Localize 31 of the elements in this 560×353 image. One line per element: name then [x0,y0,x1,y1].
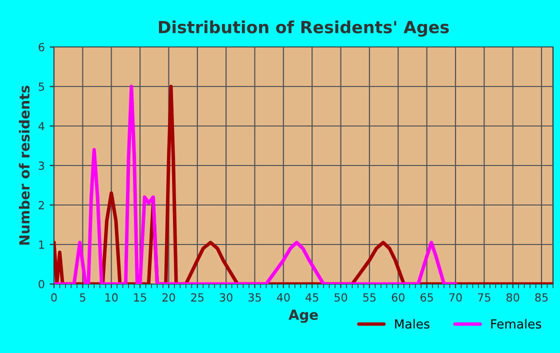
x-tick-label: 30 [220,293,232,302]
legend-label: Males [395,318,430,329]
x-tick-label: 25 [191,293,204,302]
x-tick-label: 75 [478,293,490,302]
y-tick-label: 2 [38,200,44,210]
x-tick-label: 60 [392,293,404,302]
x-tick-label: 45 [306,293,318,302]
x-tick-label: 55 [363,293,376,302]
x-tick-label: 70 [449,293,462,302]
x-tick-label: 80 [506,293,520,302]
x-axis-title: Age [288,310,318,323]
x-tick-label: 50 [334,293,348,302]
x-tick-label: 65 [420,293,433,302]
line-series [54,84,458,284]
chart-title: Distribution of Residents' Ages [158,20,449,37]
y-axis-title: Number of residents [18,86,30,245]
x-tick-label: 40 [276,293,290,302]
legend-label: Females [491,318,542,329]
y-tick-label: 1 [39,240,44,249]
x-tick-label: 35 [248,293,261,302]
x-tick-label: 15 [134,293,146,302]
x-tick-label: 5 [80,293,86,302]
y-tick-label: 6 [38,42,44,52]
x-tick-label: 0 [51,293,57,302]
x-tick-label: 85 [535,293,548,302]
x-tick-label: 10 [106,293,118,302]
y-tick-label: 5 [38,82,44,91]
y-tick-label: 4 [38,122,44,130]
y-tick-label: 0 [38,280,44,288]
y-tick-label: 3 [38,161,44,170]
x-tick-label: 20 [162,293,176,302]
